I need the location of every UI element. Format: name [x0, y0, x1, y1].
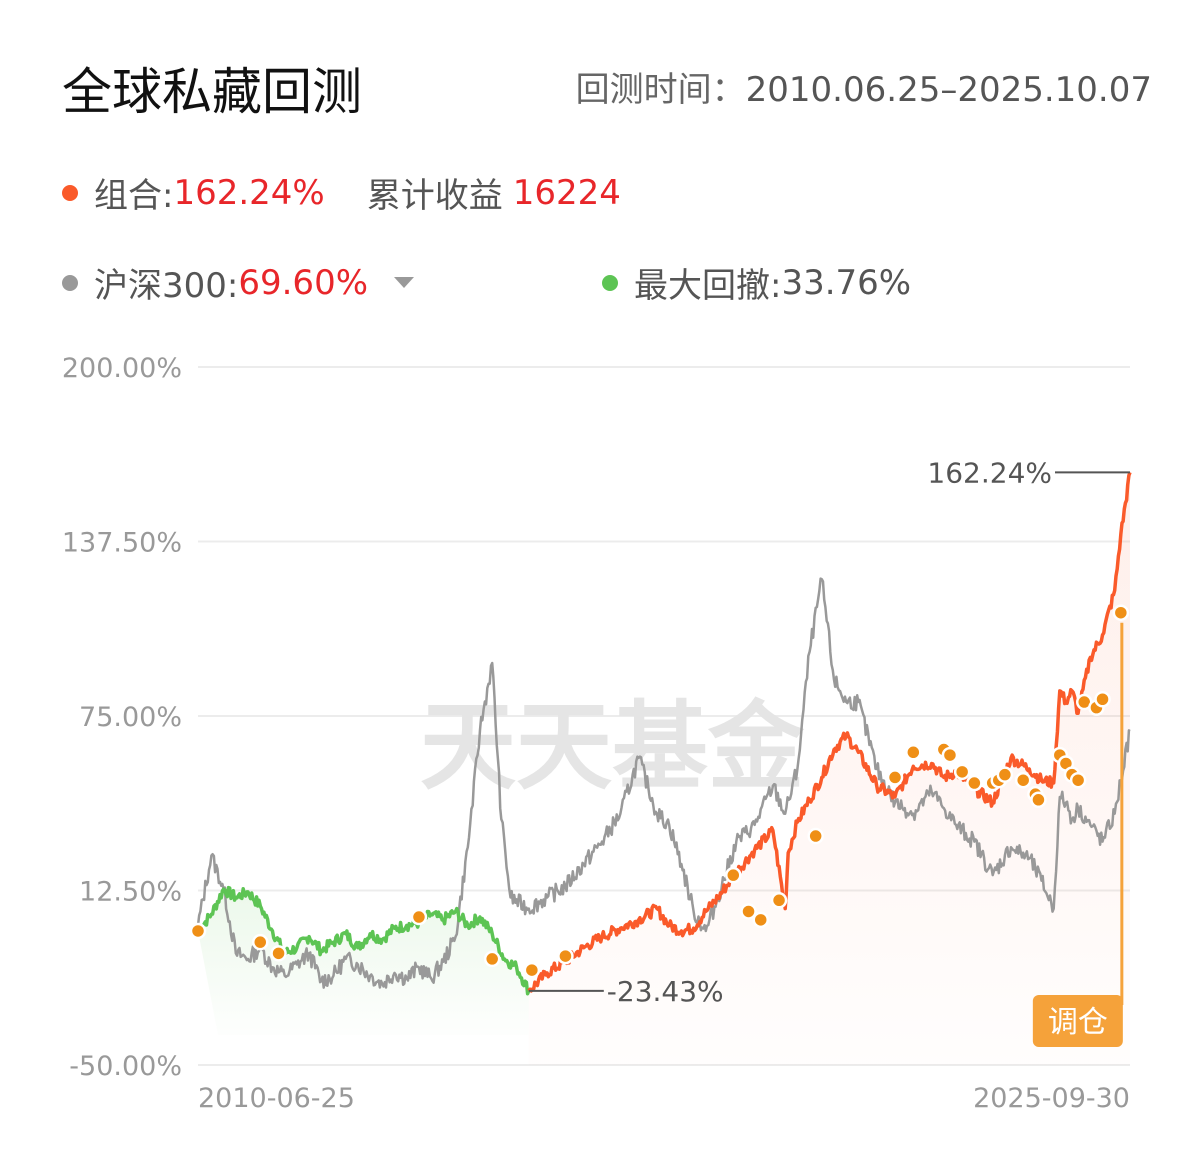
annotation-label: -23.43% [607, 975, 724, 1008]
rebalance-marker [270, 945, 287, 962]
series-lines [196, 471, 1132, 996]
period-value: 2010.06.25–2025.10.07 [745, 70, 1152, 110]
rebalance-marker [770, 892, 788, 909]
benchmark-dropdown-icon[interactable] [394, 277, 415, 288]
y-tick-label: 12.50% [79, 877, 182, 908]
rebalance-button-bg[interactable] [1032, 995, 1123, 1047]
period-label: 回测时间： [575, 70, 746, 110]
rebalance-marker [1030, 791, 1047, 809]
drawdown-dot-icon [602, 274, 618, 291]
drawdown-label: 最大回撤: [634, 266, 782, 306]
rebalance-marker [1112, 604, 1130, 621]
y-axis: 200.00% 137.50% 75.00% 12.50% -50.00% [62, 353, 182, 1082]
drawdown-legend: 最大回撤: 33.76% [602, 258, 911, 307]
backtest-period: 回测时间：2010.06.25–2025.10.07 [576, 62, 1152, 111]
rebalance-marker [725, 866, 742, 884]
annotation-label: 162.24% [927, 456, 1052, 489]
rebalance-button[interactable]: 调仓 [1032, 995, 1123, 1047]
drawdown-value: 33.76% [781, 262, 912, 303]
portfolio-value: 162.24% [173, 172, 325, 213]
rebalance-marker [1014, 771, 1032, 789]
rebalance-marker [996, 766, 1014, 783]
portfolio-label: 组合: [94, 176, 174, 216]
rebalance-marker [410, 908, 428, 926]
drawdown-line [196, 885, 531, 996]
y-tick-label: -50.00% [69, 1051, 182, 1082]
rebalance-marker [966, 774, 983, 792]
x-tick-label: 2010-06-25 [198, 1083, 355, 1114]
rebalance-marker [953, 763, 971, 781]
rebalance-marker [807, 827, 824, 845]
portfolio-dot-icon [62, 184, 78, 201]
rebalance-marker [557, 947, 574, 965]
x-tick-label: 2025-09-30 [973, 1083, 1130, 1114]
rebalance-marker [483, 950, 501, 968]
rebalance-button-label[interactable]: 调仓 [1048, 1005, 1108, 1040]
portfolio-line [527, 471, 1132, 993]
rebalance-marker [252, 933, 269, 951]
rebalance-markers [189, 604, 1130, 979]
benchmark-value: 69.60% [238, 262, 369, 303]
annotations: 162.24% -23.43% [528, 456, 1130, 1008]
legend-row-benchmark: 沪深300: 69.60% 最大回撤: 33.76% [62, 258, 1162, 307]
benchmark-dot-icon [62, 274, 78, 291]
rebalance-marker [740, 903, 757, 920]
rebalance-marker [1069, 771, 1087, 789]
rebalance-marker [189, 922, 207, 940]
benchmark-line [196, 577, 1131, 989]
y-tick-label: 75.00% [79, 702, 182, 733]
rebalance-marker [523, 961, 541, 979]
portfolio-area [528, 472, 1130, 1065]
y-tick-label: 200.00% [62, 353, 182, 384]
x-axis: 2010-06-25 2025-09-30 [198, 1083, 1130, 1114]
rebalance-marker [886, 769, 904, 786]
drawdown-area [198, 887, 529, 1035]
rebalance-marker [752, 911, 769, 929]
cumulative-value: 16224 [512, 172, 621, 213]
cumulative-label: 累计收益 [366, 176, 503, 216]
rebalance-marker [941, 746, 959, 764]
rebalance-marker [1094, 690, 1111, 708]
benchmark-label: 沪深300: [94, 266, 239, 306]
page-title: 全球私藏回测 [62, 63, 362, 121]
y-tick-label: 137.50% [62, 528, 182, 559]
legend-row-portfolio: 组合: 162.24% 累计收益 16224 [62, 168, 621, 217]
backtest-chart: 200.00% 137.50% 75.00% 12.50% -50.00% 2010-0… [62, 353, 1132, 1114]
rebalance-marker [905, 744, 922, 761]
